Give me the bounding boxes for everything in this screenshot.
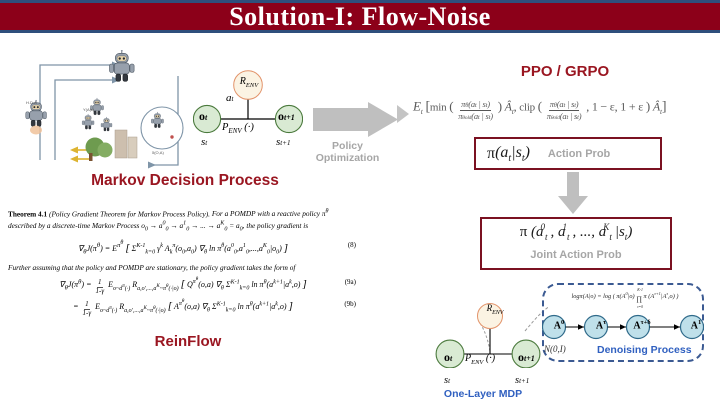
svg-text:H.D.A: H.D.A bbox=[26, 100, 37, 105]
svg-text:δ(O,A): δ(O,A) bbox=[152, 150, 164, 155]
svg-text:Y(A|s)...: Y(A|s)... bbox=[83, 107, 97, 112]
